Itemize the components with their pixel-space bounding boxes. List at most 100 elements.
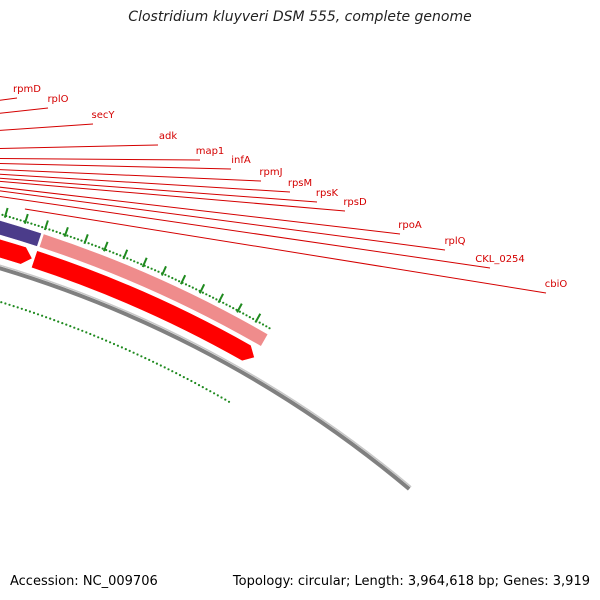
tick-dot [115, 253, 118, 256]
tick-dot [154, 269, 157, 272]
gene-label-leader [0, 107, 49, 114]
gene-label: rpsM [288, 178, 312, 189]
tick-dot [222, 301, 225, 304]
accession-text: Accession: NC_009706 [10, 574, 158, 589]
tick-dot [41, 226, 44, 229]
gene-label-leader [0, 157, 201, 161]
tick-mark [23, 213, 29, 224]
tick-dot [91, 243, 94, 246]
ruler-dot [53, 319, 56, 322]
tick-dot [126, 257, 129, 260]
tick-dot [30, 222, 33, 225]
tick-dot [212, 296, 215, 299]
outer-ticks [1, 207, 271, 330]
ruler-dot [24, 309, 27, 312]
tick-dot [1, 213, 4, 216]
ruler-dot [65, 323, 68, 326]
ruler-dot [69, 325, 72, 328]
cds-arrow [30, 250, 255, 362]
tick-dot [66, 234, 69, 237]
tick-dot [201, 291, 204, 294]
ruler-dot [36, 313, 40, 316]
gene-label: rplO [47, 94, 68, 105]
ruler-dot [20, 307, 23, 310]
tick-dot [208, 294, 211, 298]
ruler-dot [190, 379, 193, 383]
ruler-dot [132, 351, 135, 354]
gene-label: map1 [196, 146, 225, 157]
tick-dot [167, 275, 170, 278]
tick-dot [129, 258, 132, 261]
gene-label: rpsK [316, 188, 339, 199]
ruler-dot [61, 322, 64, 325]
tick-dot [245, 314, 248, 317]
ruler-dot [224, 398, 227, 401]
ruler-dot [197, 384, 201, 387]
ruler-dot [49, 317, 52, 320]
ruler-dot [4, 302, 7, 305]
ruler-dot [213, 392, 216, 395]
tick-dot [108, 250, 111, 253]
tick-dot [8, 215, 11, 219]
ruler-minor-ticks [0, 301, 231, 403]
genome-summary-text: Topology: circular; Length: 3,964,618 bp… [232, 574, 590, 589]
gene-label: cbiO [545, 279, 568, 290]
tick-dot [98, 246, 101, 249]
tick-dot [265, 325, 268, 328]
gene-label-leader [0, 180, 346, 212]
tick-dot [178, 280, 181, 283]
gene-label-leader [0, 186, 401, 235]
tick-dot [242, 312, 245, 315]
ruler-dot [116, 344, 119, 347]
gene-label: rplQ [444, 236, 465, 247]
tick-dot [59, 232, 62, 235]
gene-label-leader [0, 195, 491, 269]
backbone-highlight [0, 264, 412, 488]
tick-dot [174, 278, 177, 281]
tick-dot [268, 327, 271, 330]
ruler-dot [93, 334, 96, 337]
gene-track [0, 220, 269, 347]
ruler-dot [41, 314, 44, 317]
gene-cbiO [0, 220, 42, 247]
tick-dot [73, 237, 76, 240]
tick-dot [80, 239, 83, 242]
tick-dot [26, 221, 29, 224]
tick-dot [87, 242, 90, 245]
tick-mark [63, 226, 69, 238]
ruler-dot [57, 320, 60, 323]
gene-label-leader [0, 190, 446, 251]
ruler-dot [144, 357, 147, 360]
tick-mark [102, 241, 109, 252]
ruler-dot [89, 332, 92, 336]
tick-dot [215, 298, 218, 301]
ruler-dot [175, 372, 178, 375]
tick-dot [150, 267, 153, 270]
tick-dot [15, 218, 19, 221]
tick-dot [133, 260, 136, 263]
tick-mark [179, 274, 187, 285]
tick-mark [236, 303, 243, 313]
backbone-line [0, 266, 411, 491]
ruler-dot [73, 326, 76, 329]
tick-dot [136, 261, 139, 264]
map-title: Clostridium kluyveri DSM 555, complete g… [128, 9, 472, 25]
ruler-dot [227, 400, 231, 403]
ruler-dot [109, 341, 112, 344]
tick-dot [232, 307, 235, 310]
ruler-dot [186, 377, 189, 381]
ruler-dot [128, 349, 131, 352]
tick-dot [33, 223, 37, 226]
tick-dot [195, 288, 198, 291]
tick-dot [69, 235, 72, 238]
ruler-dot [136, 353, 139, 356]
ruler-dot [32, 311, 36, 314]
tick-dot [157, 270, 160, 273]
ruler-dot [101, 337, 104, 340]
tick-dot [252, 317, 255, 320]
ruler-dot [209, 390, 212, 393]
gene-label: rpsD [343, 197, 367, 208]
ruler-dot [8, 303, 11, 306]
ruler-dot [178, 374, 182, 377]
